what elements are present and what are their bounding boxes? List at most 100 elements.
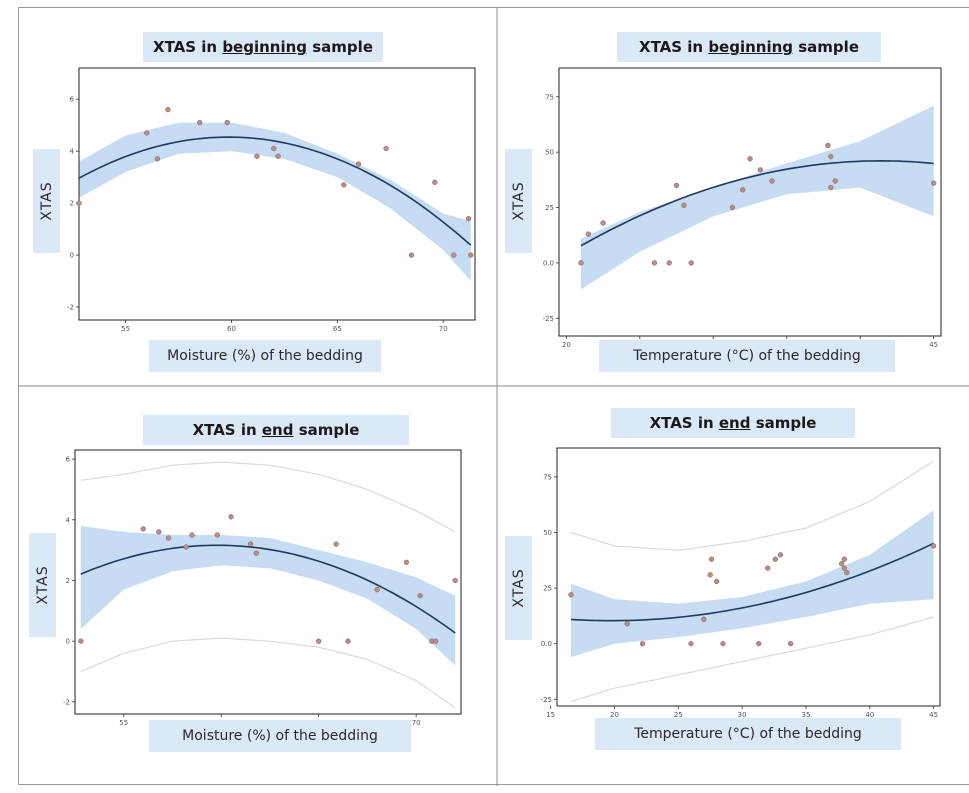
data-point [841,565,847,571]
data-point [769,178,775,184]
y-tick-label: 25 [545,204,554,212]
panel-1-ylabel: XTAS [33,149,60,253]
y-tick-label: 75 [543,473,552,481]
data-point [197,119,203,126]
y-tick-label: 25 [543,585,552,593]
x-tick-label: 40 [865,711,874,719]
data-point [140,526,146,532]
prediction-interval-upper [80,461,456,533]
prediction-interval-lower [570,616,934,703]
panel-1-xlabel: Moisture (%) of the bedding [149,340,381,372]
y-tick-label: 0 [66,638,70,646]
prediction-interval-upper [570,460,934,551]
data-point [408,252,415,258]
data-point [345,638,351,644]
figure-panel-grid: XTAS in beginning sample XTAS 55 60 65 70 -2… [18,7,969,786]
data-point [432,179,438,185]
data-point [740,187,746,193]
data-point [757,167,763,173]
y-tick-label: 2 [66,577,70,585]
panel-4-ylabel: XTAS [505,536,532,640]
fit-line [580,159,934,247]
data-point [825,142,831,149]
data-point [839,561,845,567]
panel-4-title-emphasis: end [718,414,751,432]
y-tick-label: 6 [70,96,75,104]
panel-1-title: XTAS in beginning sample [143,32,383,62]
data-point [651,260,658,266]
x-tick-label: 25 [674,711,683,719]
y-tick-label: -25 [541,696,552,704]
data-point [708,556,715,562]
panel-1-title-emphasis: beginning [222,38,308,56]
data-point [585,231,592,237]
y-tick-label: 2 [70,200,74,208]
data-point [224,119,230,126]
panel-3-title-suffix: sample [293,421,360,439]
panel-3-title-prefix: XTAS in [192,421,262,439]
data-point [452,577,458,584]
x-tick-label: 70 [439,325,448,333]
data-point [247,541,254,547]
data-point [701,616,707,622]
data-point [333,541,339,547]
fit-line [570,542,934,622]
x-tick-label: 30 [738,711,747,719]
data-point [747,156,753,162]
panel-4-xlabel: Temperature (°C) of the bedding [595,718,901,750]
y-tick-label: -2 [67,304,74,312]
data-point [729,204,736,211]
confidence-band [79,122,471,281]
data-point [76,200,82,206]
panel-2-xlabel: Temperature (°C) of the bedding [599,340,895,372]
panel-4-title-suffix: sample [750,414,817,432]
panel-dividers [19,8,969,786]
data-point [841,556,847,562]
x-tick-label: 20 [562,341,571,349]
x-tick-label: 45 [929,711,938,719]
y-tick-label: -25 [543,315,554,323]
y-tick-label: 75 [545,93,554,101]
x-tick-label: 55 [119,719,128,727]
data-point [214,532,220,538]
x-tick-label: 60 [227,325,236,333]
data-point [756,641,762,647]
data-point [681,202,687,208]
data-point [183,544,189,550]
panel-2-title: XTAS in beginning sample [617,32,881,62]
data-point [465,216,472,222]
data-point [600,220,606,226]
panel-1-title-prefix: XTAS in [153,38,223,56]
panel-4-title: XTAS in end sample [611,408,855,438]
x-tick-label: 45 [929,341,938,349]
y-tick-label: -2 [63,698,70,706]
data-point [144,130,150,136]
confidence-band [571,510,934,658]
data-point [78,638,84,644]
plot-frame [556,447,941,707]
data-point [772,556,778,562]
y-tick-label: 50 [543,529,552,537]
data-point [165,535,172,541]
data-point [355,161,362,167]
data-point [165,106,171,113]
x-tick-label: 65 [333,325,342,333]
x-tick-label: 20 [610,711,619,719]
panel-2-title-emphasis: beginning [708,38,794,56]
fit-line [78,136,472,246]
data-point [433,638,439,644]
data-point [316,638,322,644]
data-point [707,572,713,578]
data-point [787,641,794,647]
data-point [578,260,584,266]
x-tick-label: 35 [801,711,810,719]
data-point [154,156,161,162]
x-tick-label: 55 [121,325,130,333]
data-point [777,552,784,558]
data-point [713,578,720,585]
panel-3-title: XTAS in end sample [143,415,409,445]
data-point [844,569,850,576]
data-point [253,550,259,556]
data-point [639,641,646,647]
